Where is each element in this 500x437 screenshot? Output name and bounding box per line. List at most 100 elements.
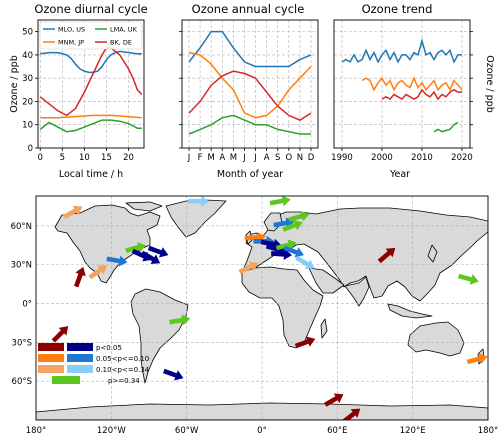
map-legend-label: 0.10<p<=0.34	[96, 366, 150, 374]
trend-arrow	[188, 196, 210, 207]
trend-ylabel: Ozone / ppb	[484, 55, 495, 112]
trend-arrow	[125, 241, 147, 253]
map-ytick-label: 30°S	[12, 338, 32, 348]
trend-arrow-shape	[275, 239, 297, 251]
map-legend-swatch	[67, 343, 93, 351]
trend-series-line	[361, 76, 463, 92]
trend-arrow	[106, 255, 128, 267]
diurnal-axes-frame	[37, 19, 145, 149]
trend-arrow	[457, 273, 479, 285]
trend-arrow-shape	[51, 326, 69, 343]
trend-arrow	[324, 393, 344, 407]
diurnal-ytick-label: 20	[22, 97, 33, 107]
diurnal-series-line	[39, 119, 142, 133]
annual-series-line	[188, 114, 311, 135]
trend-arrow	[377, 247, 396, 264]
trend-arrow-shape	[140, 250, 161, 264]
trend-arrow-shape	[238, 261, 259, 274]
trend-arrow-shape	[294, 336, 316, 349]
diurnal-xtick-label: 10	[79, 153, 90, 163]
trend-arrow	[162, 368, 184, 381]
world-trend-map: 180° 120°W 60°W 0° 60°E 120°E 180° 60°N 30°N 0° 30…	[11, 195, 498, 436]
trend-arrow	[282, 219, 303, 232]
map-xtick-label: 60°E	[327, 426, 347, 436]
diurnal-xtick-label: 5	[60, 153, 65, 163]
diurnal-legend-label: BK, DE	[110, 39, 132, 47]
annual-series-line	[188, 51, 312, 119]
annual-xtick-label: J	[187, 153, 191, 163]
trend-xtick-label: 1990	[331, 153, 353, 163]
map-xtick-label: 60°W	[175, 426, 199, 436]
trend-arrow	[269, 196, 291, 207]
annual-xtick-label: S	[275, 153, 280, 163]
trend-arrow	[288, 210, 310, 222]
trend-xtick-label: 2000	[371, 153, 393, 163]
diurnal-ytick-label: 0	[28, 144, 33, 154]
trend-arrow-shape	[269, 196, 291, 207]
trend-arrow-shape	[106, 255, 128, 267]
map-legend-swatch	[38, 343, 64, 351]
annual-xtick-label: M	[208, 153, 215, 163]
trend-arrow-shape	[88, 265, 107, 280]
diurnal-legend-box	[39, 21, 143, 50]
map-ytick-label: 30°N	[11, 261, 32, 271]
diurnal-ylabel: Ozone / ppb	[9, 55, 20, 112]
map-legend-label: 0.05<p<=0.10	[96, 355, 149, 363]
diurnal-xtick-label: 20	[123, 153, 134, 163]
trend-arrow	[294, 336, 316, 349]
diurnal-xtick-label: 15	[101, 153, 112, 163]
annual-axes-frame	[181, 19, 319, 149]
annual-title: Ozone annual cycle	[192, 2, 305, 16]
trend-arrow-shape	[324, 393, 344, 407]
annual-xtick-label: A	[264, 153, 270, 163]
diurnal-cycle-panel: Ozone diurnal cycle 0 5 10 15 2001020304050 …	[9, 2, 148, 180]
map-legend-swatch	[67, 365, 93, 373]
trend-arrow	[147, 245, 169, 258]
diurnal-series-line	[39, 47, 143, 117]
annual-xtick-label: F	[198, 153, 203, 163]
map-xtick-label: 120°E	[400, 426, 426, 436]
diurnal-legend-label: MLO, US	[58, 26, 85, 34]
trend-series-line	[433, 121, 459, 133]
madagascar	[320, 318, 328, 339]
diurnal-ytick-label: 10	[22, 121, 33, 131]
trend-arrow-shape	[270, 248, 293, 260]
trend-arrow-shape	[377, 247, 396, 264]
diurnal-legend-label: MNM, JP	[58, 39, 84, 47]
trend-arrow-shape	[125, 241, 147, 253]
annual-xtick-label: M	[230, 153, 237, 163]
diurnal-ytick-label: 30	[22, 74, 33, 84]
diurnal-xlabel: Local time / h	[59, 169, 123, 180]
map-xtick-label: 180°	[26, 426, 46, 436]
trend-xlabel: Year	[389, 169, 410, 180]
south-america	[130, 288, 189, 384]
trend-series-line	[381, 88, 462, 101]
map-legend-label: p>=0.34	[108, 377, 140, 385]
diurnal-series-line	[40, 114, 142, 119]
annual-series-line	[188, 30, 312, 68]
map-frame	[35, 195, 489, 421]
map-legend-swatch	[38, 354, 64, 362]
trend-arrow-shape	[295, 255, 315, 270]
annual-xtick-label: N	[297, 153, 303, 163]
trend-arrow-shape	[73, 266, 86, 288]
trend-arrow	[88, 265, 107, 280]
diurnal-legend-label: LMA, UK	[110, 26, 138, 34]
map-xtick-label: 180°	[478, 426, 498, 436]
map-legend-swatch	[67, 354, 93, 362]
trend-arrow	[275, 239, 297, 251]
trend-title: Ozone trend	[362, 2, 433, 16]
diurnal-ytick-label: 40	[22, 51, 33, 61]
trend-arrow	[466, 353, 488, 365]
annual-xlabel: Month of year	[217, 169, 283, 180]
trend-xtick-label: 2010	[411, 153, 433, 163]
trend-arrow-shape	[288, 210, 310, 222]
trend-arrow	[295, 255, 315, 270]
australia	[407, 321, 465, 357]
indonesia	[387, 303, 433, 319]
trend-arrow-shape	[162, 368, 184, 381]
trend-arrow	[63, 205, 83, 219]
trend-arrow	[270, 248, 293, 260]
trend-arrow-shape	[63, 205, 83, 219]
